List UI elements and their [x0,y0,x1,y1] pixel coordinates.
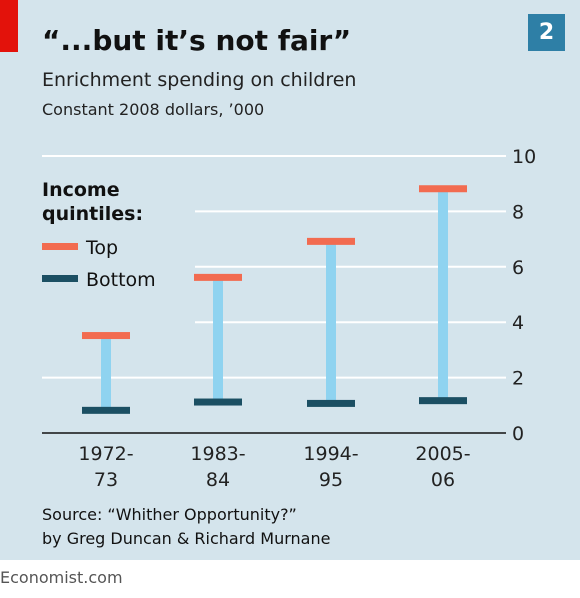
y-tick-label: 6 [512,257,524,279]
range-bar [326,241,336,404]
legend-label-top: Top [86,237,119,259]
brand-red-flag [0,0,18,52]
x-tick-label: 73 [94,469,118,491]
publisher-credit: Economist.com [0,568,123,587]
y-tick-label: 10 [512,146,536,168]
range-bar [213,277,223,403]
legend-title-line2: quintiles: [42,203,144,225]
bottom-quintile-marker [194,398,242,406]
y-tick-label: 2 [512,368,524,390]
top-quintile-marker [194,273,242,281]
source-line-2: by Greg Duncan & Richard Murnane [42,529,331,548]
top-quintile-marker [419,185,467,193]
chart-subtitle: Enrichment spending on children [42,69,357,91]
legend-swatch-top [42,243,78,250]
range-chart: 0 2 4 6 8 10 1972- 73 1983- 84 1994- 95 2005- 06 [42,146,536,491]
legend-item-top: Top [42,236,118,260]
x-tick-label: 1983- [190,443,245,465]
bottom-quintile-marker [419,397,467,405]
top-quintile-marker [307,237,355,245]
source-line-1: Source: “Whither Opportunity?” [42,505,297,524]
legend-item-bottom: Bottom [42,268,156,292]
x-tick-label: 84 [206,469,230,491]
legend-label-bottom: Bottom [86,269,156,291]
chart-title: “...but it’s not fair” [42,24,352,57]
y-tick-label: 8 [512,201,524,223]
top-quintile-marker [82,332,130,340]
chart-number-badge: 2 [528,14,565,51]
chart-panel [0,0,580,560]
unit-note: Constant 2008 dollars, ’000 [42,100,265,119]
x-tick-label: 1972- [78,443,133,465]
bottom-quintile-marker [307,399,355,407]
x-tick-label: 2005- [415,443,470,465]
x-tick-label: 1994- [303,443,358,465]
source-note: Source: “Whither Opportunity?” by Greg D… [42,503,330,551]
x-tick-label: 06 [431,469,455,491]
legend-swatch-bottom [42,275,78,282]
x-tick-label: 95 [319,469,343,491]
range-bar [101,336,111,411]
legend-title-line1: Income [42,179,120,201]
legend-title: Income quintiles: [42,178,143,226]
range-bar [438,189,448,402]
y-tick-label: 4 [512,312,524,334]
bottom-quintile-marker [82,406,130,414]
y-tick-label: 0 [512,423,524,445]
